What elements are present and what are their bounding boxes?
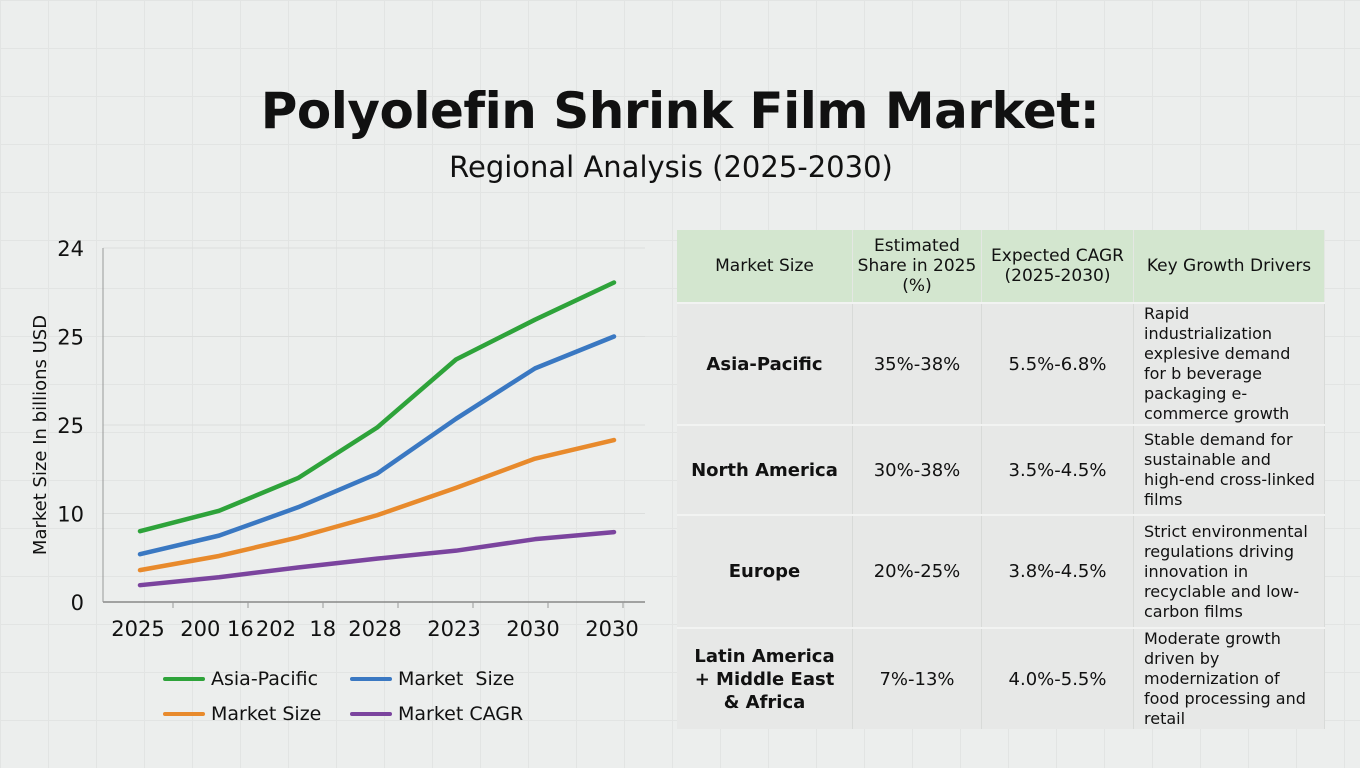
x-tick-label: 2023: [427, 617, 480, 640]
legend-swatch: [163, 677, 205, 681]
y-axis-label: Market Size In billions USD: [30, 315, 51, 555]
cagr-cell: 3.8%-4.5%: [981, 514, 1134, 628]
legend-label: Market Size: [211, 703, 322, 725]
series-line-0: [137, 280, 617, 534]
series-line-2: [137, 437, 617, 573]
y-tick-label: 10: [57, 503, 84, 527]
share-cell: 35%-38%: [852, 302, 982, 425]
page-subtitle: Regional Analysis (2025-2030): [449, 150, 893, 184]
drivers-cell: Strict environmental regulations driving…: [1133, 514, 1325, 628]
region-cell: Asia-Pacific: [677, 302, 853, 425]
legend-swatch: [163, 712, 205, 716]
table-row: Europe 20%-25% 3.8%-4.5% Strict environm…: [677, 514, 1325, 628]
x-tick-label: 200 16: [180, 617, 253, 640]
table-row: Asia-Pacific 35%-38% 5.5%-6.8% Rapid ind…: [677, 302, 1325, 425]
region-cell: North America: [677, 424, 853, 515]
header-market-size: Market Size: [677, 230, 853, 303]
cagr-cell: 5.5%-6.8%: [981, 302, 1134, 425]
header-share: Estimated Share in 2025 (%): [852, 230, 982, 303]
y-tick-label: 25: [57, 326, 84, 350]
x-tick-label: 202 18: [256, 617, 336, 640]
legend-item-2: Market Size: [163, 703, 321, 725]
region-cell: Latin America + Middle East & Africa: [677, 627, 853, 729]
line-chart: 0 10 25 25 24 2025 200 16 202 18 2028 2023 2030 203…: [30, 237, 645, 640]
legend-label: Market CAGR: [398, 703, 524, 725]
header-drivers: Key Growth Drivers: [1133, 230, 1325, 303]
table-row: Latin America + Middle East & Africa 7%-…: [677, 627, 1325, 729]
x-tick-label: 2025: [111, 617, 164, 640]
table-row: North America 30%-38% 3.5%-4.5% Stable d…: [677, 424, 1325, 515]
cagr-cell: 3.5%-4.5%: [981, 424, 1134, 515]
x-tick-label: 2030: [585, 617, 638, 640]
drivers-cell: Rapid industrialization explesive demand…: [1133, 302, 1325, 425]
legend-label: Market Size: [398, 668, 515, 690]
share-cell: 7%-13%: [852, 627, 982, 729]
drivers-cell: Stable demand for sustainable and high-e…: [1133, 424, 1325, 515]
legend-item-1: Market Size: [350, 668, 514, 690]
legend-swatch: [350, 712, 392, 716]
page-title: Polyolefin Shrink Film Market:: [260, 82, 1100, 140]
table-header-row: Market Size Estimated Share in 2025 (%) …: [677, 230, 1325, 303]
x-tick-label: 2028: [348, 617, 401, 640]
legend-swatch: [350, 677, 392, 681]
share-cell: 20%-25%: [852, 514, 982, 628]
y-tick-label: 25: [57, 414, 84, 438]
legend-item-0: Asia-Pacific: [163, 668, 318, 690]
y-tick-label: 24: [57, 237, 84, 261]
regional-table: Market Size Estimated Share in 2025 (%) …: [677, 230, 1325, 729]
legend-label: Asia-Pacific: [211, 668, 319, 690]
y-tick-label: 0: [71, 591, 84, 615]
cagr-cell: 4.0%-5.5%: [981, 627, 1134, 729]
series-line-1: [137, 334, 617, 557]
share-cell: 30%-38%: [852, 424, 982, 515]
header-cagr: Expected CAGR (2025-2030): [981, 230, 1134, 303]
drivers-cell: Moderate growth driven by modernization …: [1133, 627, 1325, 729]
region-cell: Europe: [677, 514, 853, 628]
x-tick-label: 2030: [506, 617, 559, 640]
legend-item-3: Market CAGR: [350, 703, 523, 725]
